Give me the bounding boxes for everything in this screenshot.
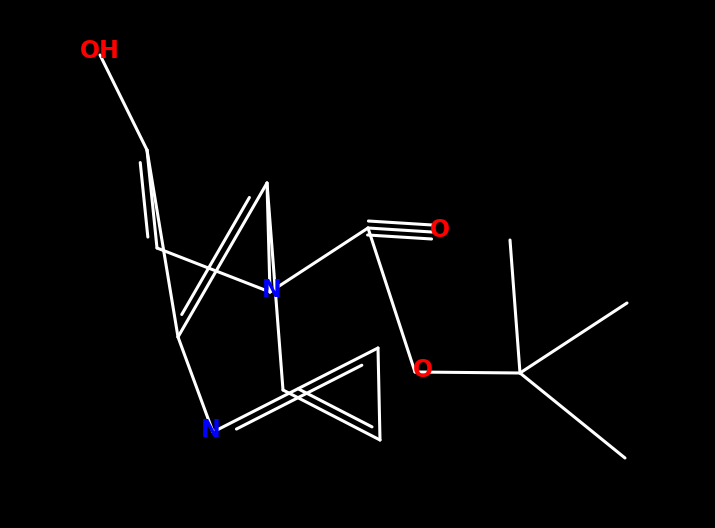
- Text: OH: OH: [80, 39, 120, 63]
- Text: O: O: [413, 358, 433, 382]
- Text: N: N: [201, 418, 221, 442]
- Text: O: O: [430, 218, 450, 242]
- Text: N: N: [262, 278, 282, 302]
